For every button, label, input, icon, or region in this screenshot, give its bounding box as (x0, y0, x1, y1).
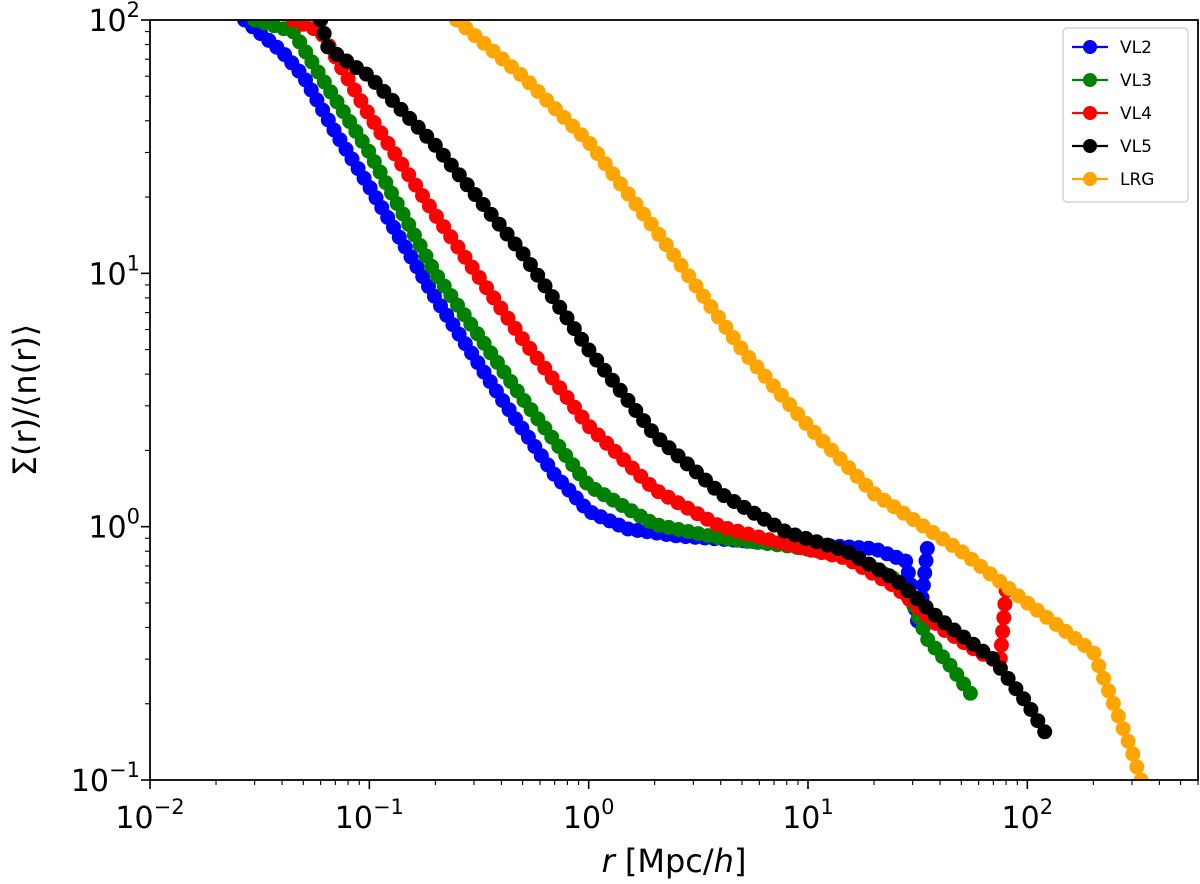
data-point-vl2 (900, 565, 916, 581)
data-point-vl5 (1000, 671, 1016, 686)
legend-label-lrg: LRG (1120, 170, 1154, 190)
data-point-vl5 (612, 382, 628, 398)
data-point-vl4 (996, 610, 1012, 626)
data-point-lrg (1091, 658, 1107, 674)
legend-marker-vl2 (1083, 40, 1097, 54)
data-point-lrg (1096, 670, 1112, 686)
data-point-vl5 (589, 352, 605, 368)
y-tick-label: 10−1 (71, 758, 140, 799)
legend-label-vl5: VL5 (1120, 137, 1152, 157)
x-tick-label: 102 (1002, 795, 1054, 836)
legend-label-vl4: VL4 (1120, 104, 1152, 124)
data-point-vl5 (559, 310, 575, 326)
plot-area (150, 20, 1198, 780)
legend-label-vl2: VL2 (1120, 38, 1152, 58)
data-point-lrg (1115, 721, 1131, 737)
legend-marker-vl3 (1083, 73, 1097, 87)
legend: VL2 VL3 VL4 VL5 LRG (1062, 27, 1189, 203)
data-point-vl2 (917, 565, 933, 581)
x-axis-label: r [Mpc/h] (602, 842, 747, 880)
data-point-vl5 (1016, 691, 1032, 707)
data-point-vl5 (537, 278, 553, 294)
y-tick-label: 102 (88, 0, 140, 39)
data-point-lrg (725, 330, 741, 346)
data-point-vl4 (995, 623, 1011, 639)
data-point-lrg (1110, 708, 1126, 724)
data-point-vl5 (604, 372, 620, 388)
data-point-lrg (1120, 733, 1136, 749)
series-lrg (449, 20, 1149, 780)
legend-item-vl3: VL3 (1072, 71, 1152, 91)
legend-item-vl4: VL4 (1072, 104, 1152, 124)
data-point-vl5 (581, 342, 597, 358)
data-point-vl5 (992, 660, 1008, 676)
data-point-lrg (703, 299, 719, 315)
data-point-vl5 (620, 392, 636, 408)
data-point-vl5 (636, 413, 652, 429)
data-point-vl4 (347, 82, 362, 98)
data-point-lrg (710, 309, 726, 325)
data-point-vl5 (1037, 724, 1053, 740)
x-tick-label: 101 (782, 795, 834, 836)
legend-marker-vl4 (1083, 106, 1097, 120)
data-point-vl4 (997, 596, 1013, 612)
data-point-vl5 (574, 331, 590, 347)
data-point-lrg (1129, 759, 1145, 775)
legend-item-vl5: VL5 (1072, 137, 1152, 157)
data-point-lrg (673, 257, 689, 273)
data-point-vl4 (993, 637, 1009, 653)
data-point-vl3 (962, 685, 978, 701)
x-tick-label: 10−1 (335, 795, 404, 836)
data-point-lrg (643, 216, 659, 232)
data-point-vl5 (1023, 702, 1039, 717)
legend-box (1062, 27, 1189, 203)
x-tick-label: 10−2 (115, 795, 184, 836)
data-point-lrg (688, 278, 704, 294)
data-point-vl5 (313, 20, 329, 28)
y-axis-label: Σ(r)/⟨n(r)⟩ (6, 324, 44, 477)
data-point-vl5 (552, 299, 568, 315)
data-point-vl5 (515, 246, 531, 262)
data-point-lrg (1105, 695, 1121, 711)
data-point-vl4 (353, 93, 369, 109)
data-point-vl5 (530, 267, 546, 283)
data-point-vl5 (316, 26, 332, 41)
y-tick-label: 101 (88, 251, 140, 292)
data-point-vl2 (915, 577, 931, 593)
data-point-vl2 (919, 541, 935, 556)
legend-marker-vl5 (1083, 139, 1097, 153)
legend-item-lrg: LRG (1072, 170, 1154, 190)
data-point-vl5 (628, 403, 644, 418)
y-tick-label: 100 (88, 505, 140, 546)
data-point-lrg (1086, 645, 1102, 661)
plot-frame (149, 19, 1199, 781)
data-point-vl2 (898, 553, 914, 569)
legend-label-vl3: VL3 (1120, 71, 1152, 91)
data-point-vl5 (1030, 713, 1046, 729)
legend-item-vl2: VL2 (1072, 38, 1152, 58)
data-point-vl2 (918, 553, 934, 569)
data-point-vl5 (597, 362, 612, 378)
data-point-lrg (1101, 683, 1116, 699)
data-point-vl5 (522, 257, 538, 273)
data-point-lrg (1133, 772, 1149, 780)
x-tick-label: 100 (563, 795, 615, 836)
data-point-vl5 (544, 289, 560, 305)
series-vl4 (285, 20, 1014, 667)
data-point-lrg (658, 237, 674, 253)
series-vl5 (313, 20, 1053, 740)
series-layer (237, 20, 1149, 780)
data-point-vl5 (566, 321, 582, 337)
data-point-lrg (1125, 746, 1141, 762)
data-point-vl4 (340, 71, 356, 87)
legend-marker-lrg (1083, 172, 1097, 186)
